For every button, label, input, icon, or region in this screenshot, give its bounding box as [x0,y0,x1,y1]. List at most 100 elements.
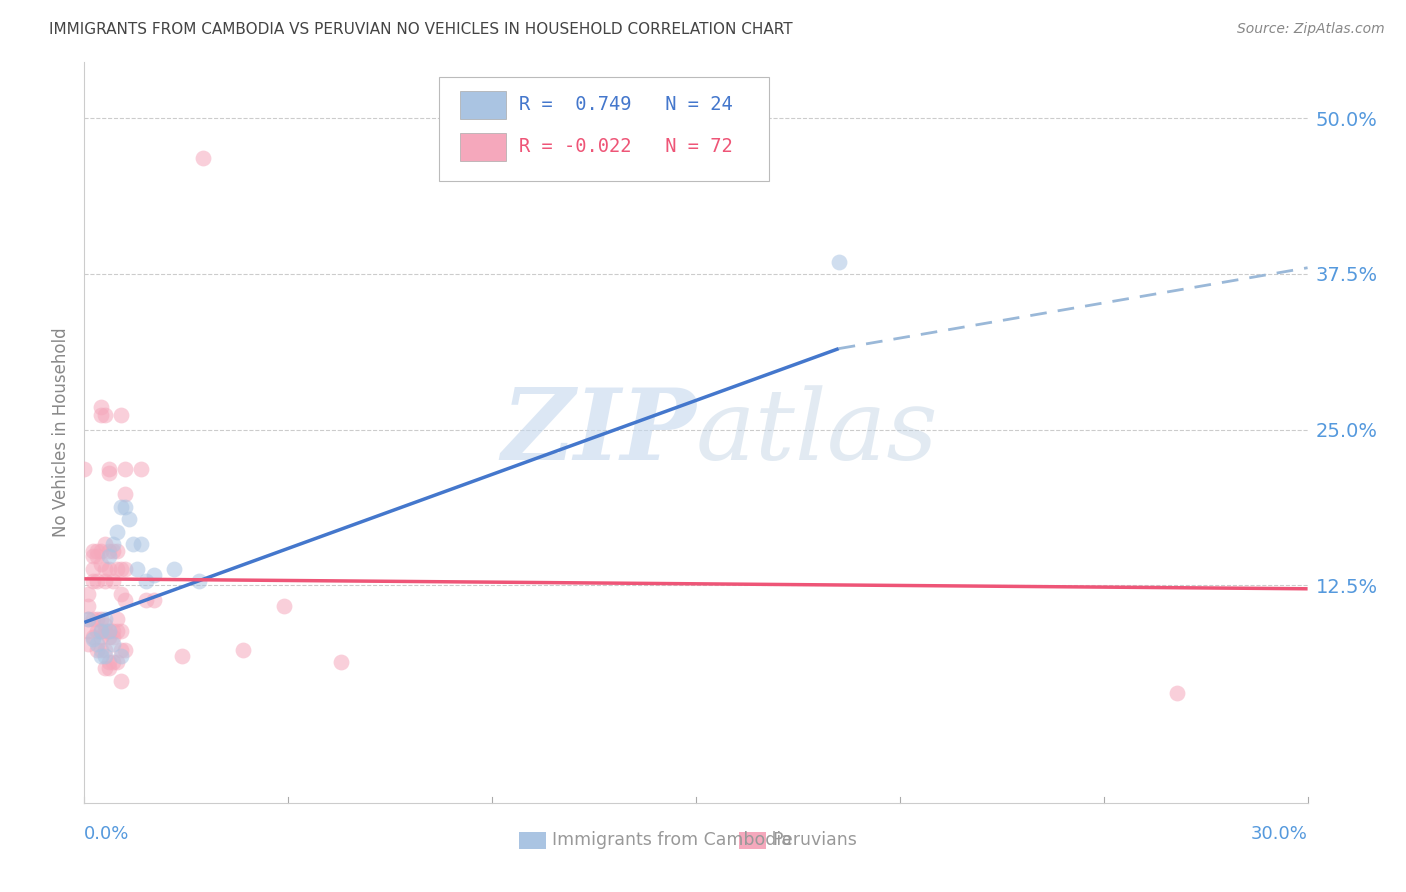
FancyBboxPatch shape [738,832,766,848]
Point [90,648,112,663]
Point [101,630,124,644]
Point [90,408,112,422]
Point [101,574,124,589]
Point [101,624,124,638]
Point [93,648,115,663]
Point [101,655,124,669]
Text: R = -0.022   N = 72: R = -0.022 N = 72 [519,136,733,155]
Point [90,624,112,638]
Point [114,593,136,607]
Text: 30.0%: 30.0% [1251,825,1308,843]
Point [97,630,120,644]
Point [97,624,120,638]
Point [114,642,136,657]
Point [105,655,128,669]
Point [97,655,120,669]
Point [110,673,132,688]
Point [172,648,194,663]
Text: Peruvians: Peruvians [772,830,856,849]
Point [93,624,115,638]
Point [82,574,104,589]
Point [86,636,108,650]
Point [1166,686,1188,700]
Point [73,462,96,476]
Text: R =  0.749   N = 24: R = 0.749 N = 24 [519,95,733,114]
Text: Immigrants from Cambodia: Immigrants from Cambodia [551,830,792,849]
Point [82,630,104,644]
Point [142,593,165,607]
Point [828,254,851,268]
Point [131,537,153,551]
Point [86,624,108,638]
Point [105,562,128,576]
Point [77,599,100,614]
Point [118,512,141,526]
Point [110,642,132,657]
Point [105,544,128,558]
Point [110,624,132,638]
Point [97,562,120,576]
Point [105,612,128,626]
FancyBboxPatch shape [460,91,506,120]
Point [82,544,104,558]
Point [82,632,104,646]
Point [114,462,136,476]
Text: Source: ZipAtlas.com: Source: ZipAtlas.com [1237,22,1385,37]
Point [93,642,115,657]
Point [114,500,136,514]
Point [97,661,120,675]
Point [110,562,132,576]
Text: atlas: atlas [696,385,939,480]
Point [122,537,145,551]
Point [101,544,124,558]
Point [90,544,112,558]
FancyBboxPatch shape [519,832,546,848]
Point [82,562,104,576]
Point [135,593,157,607]
Point [90,557,112,571]
Y-axis label: No Vehicles in Household: No Vehicles in Household [52,327,70,538]
FancyBboxPatch shape [460,133,506,161]
Text: 0.0%: 0.0% [84,825,129,843]
Point [77,612,100,626]
Point [77,612,100,626]
Point [90,630,112,644]
Point [93,562,115,576]
Point [93,537,115,551]
Point [110,587,132,601]
Point [110,648,132,663]
Point [110,408,132,422]
Point [131,462,153,476]
Point [97,466,120,480]
Point [163,562,186,576]
Point [82,549,104,564]
Point [142,568,165,582]
Point [101,636,124,650]
Point [97,462,120,476]
Point [97,624,120,638]
Point [90,612,112,626]
Text: ZIP: ZIP [501,384,696,481]
Point [114,487,136,501]
Point [114,562,136,576]
Point [93,612,115,626]
Point [273,599,295,614]
Point [77,587,100,601]
Point [77,624,100,638]
Point [86,574,108,589]
Point [77,636,100,650]
Point [82,612,104,626]
Point [127,562,149,576]
Point [90,400,112,414]
Point [187,574,209,589]
Point [97,544,120,558]
Point [93,661,115,675]
Point [105,524,128,539]
Point [93,408,115,422]
Point [93,574,115,589]
Point [90,642,112,657]
Point [97,549,120,564]
Point [110,500,132,514]
Point [93,618,115,632]
Point [101,537,124,551]
